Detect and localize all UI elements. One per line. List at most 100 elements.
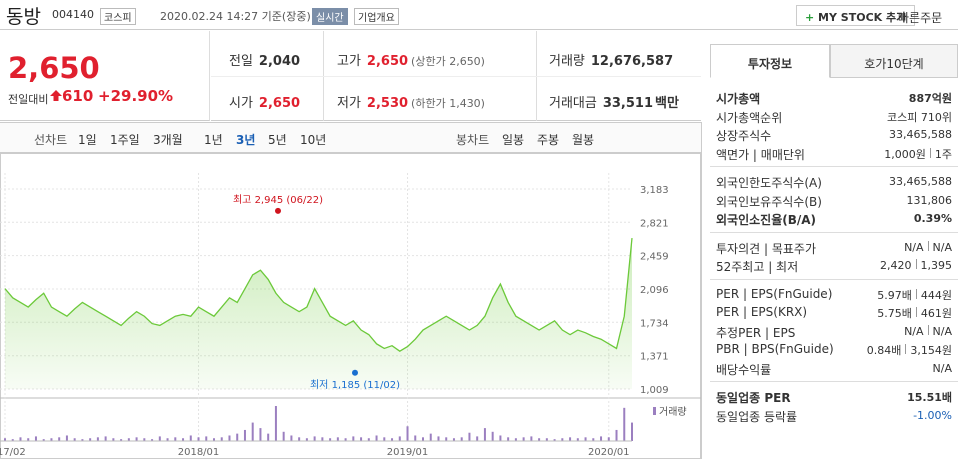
volume-bar [476, 436, 479, 441]
volume-bar [19, 437, 22, 441]
volume-bar [391, 438, 394, 441]
x-tick-label: 2017/02 [0, 447, 26, 458]
info-value-part: -1.00% [913, 408, 952, 422]
volume-bar [460, 437, 463, 441]
value-sep [915, 259, 917, 269]
volume-bar [406, 426, 409, 441]
volume-bar [522, 437, 525, 441]
volume-bar [569, 437, 572, 441]
datetime: 2020.02.24 14:27 기준(장중) [160, 10, 311, 23]
period-tab[interactable]: 1일 [78, 133, 97, 147]
volume-label: 거래량 [659, 406, 687, 418]
volume-bar [344, 438, 347, 441]
overview-button[interactable]: 기업개요 [354, 8, 399, 25]
info-label: 외국인보유주식수(B) [716, 194, 822, 209]
volume-bar [259, 428, 262, 441]
volume-bar [182, 438, 185, 441]
volume-bar [422, 437, 424, 441]
volume-bar [96, 437, 99, 441]
info-label: 상장주식수 [716, 129, 772, 143]
summary-cell: 전일 2,040 [229, 50, 300, 69]
period-tab[interactable]: 10년 [300, 133, 327, 147]
stock-code: 004140 [52, 8, 94, 21]
volume-bar [135, 437, 138, 441]
volume-bar [89, 438, 92, 441]
summary: 전일 2,040 고가 2,650 (상한가 2,650) 거래량 12,676,587 시가… [211, 31, 701, 121]
y-tick-label: 2,821 [640, 218, 669, 229]
candle-tab[interactable]: 주봉 [537, 133, 560, 147]
volume-bar [538, 438, 541, 441]
volume-bar [545, 438, 548, 441]
separator [710, 381, 958, 382]
volume-bar [58, 437, 61, 441]
info-value: 코스피 710위 [887, 109, 952, 125]
mystock-button[interactable]: + MY STOCK 추가 [796, 5, 916, 26]
area-fill [5, 238, 632, 389]
candle-tab[interactable]: 월봉 [572, 133, 595, 147]
info-row: 상장주식수 33,465,588 [716, 127, 952, 145]
volume-bar [158, 436, 161, 441]
info-row: 외국인소진율(B/A) 0.39% [716, 211, 952, 229]
period-tab[interactable]: 5년 [268, 133, 287, 147]
volume-bar [313, 436, 316, 441]
period-tab[interactable]: 1주일 [110, 133, 140, 147]
info-row: 동일업종 등락률 -1.00% [716, 408, 952, 426]
realtime-badge[interactable]: 실시간 [312, 8, 348, 25]
info-label: 외국인한도주식수(A) [716, 176, 822, 190]
period-tab[interactable]: 3개월 [153, 133, 183, 147]
info-value-part: N/A [932, 240, 952, 254]
info-value: 5.97배 444원 [877, 287, 952, 303]
x-tick-label: 2020/01 [588, 447, 630, 458]
info-row: 시가총액 887억원 [716, 90, 952, 108]
info-value: 33,465,588 [889, 174, 952, 188]
volume-bar [468, 432, 471, 441]
info-value: 2,420 1,395 [880, 258, 952, 272]
info-value: N/A [933, 361, 952, 375]
volume-bar [576, 438, 579, 441]
y-tick-label: 1,734 [640, 318, 669, 329]
period-tab[interactable]: 3년 [236, 133, 256, 147]
stock-name: 동방 [6, 6, 41, 28]
low-marker [352, 369, 358, 376]
change-rate: +29.90% [98, 87, 174, 105]
info-value: 887억원 [909, 90, 952, 106]
summary-cell: 거래대금 33,511 백만 [549, 92, 679, 111]
info-row: PBR | BPS(FnGuide) 0.84배 3,154원 [716, 342, 952, 360]
info-row: 동일업종 PER 15.51배 [716, 389, 952, 407]
info-value-part: 5.97배 [877, 288, 912, 302]
info-value-part: 33,465,588 [889, 175, 952, 188]
volume-bar [414, 435, 417, 441]
info-row: 외국인보유주식수(B) 131,806 [716, 193, 952, 211]
candle-tab[interactable]: 일봉 [502, 133, 525, 147]
summary-label: 거래량 [549, 54, 585, 69]
volume-bar [220, 437, 223, 441]
info-row: 배당수익률 N/A [716, 361, 952, 379]
side-tab[interactable]: 투자정보 [710, 44, 830, 78]
summary-note: (상한가 2,650) [411, 55, 485, 68]
chart: 1,009 1,371 1,734 2,096 2,459 2,821 3,183 2017/… [0, 153, 701, 459]
side-tab[interactable]: 호가10단계 [830, 44, 958, 78]
high-label: 최고 2,945 (06/22) [233, 194, 323, 206]
volume-bar [561, 438, 564, 441]
period-tab[interactable]: 1년 [204, 133, 223, 147]
value-sep [915, 288, 917, 299]
volume-bar [367, 438, 370, 441]
price-line [4, 237, 633, 352]
info-row: 투자의견 | 목표주가 N/A N/A [716, 240, 952, 258]
volume-bar [251, 422, 254, 441]
separator [710, 278, 958, 280]
volume-bar [491, 431, 494, 441]
summary-cell: 고가 2,650 (상한가 2,650) [337, 50, 485, 69]
y-tick-label: 1,009 [640, 385, 669, 396]
info-row: 52주최고 | 최저 2,420 1,395 [716, 258, 952, 276]
info-value: 1,000원 1주 [884, 146, 952, 162]
volume-bar [607, 437, 610, 441]
volume-bar [360, 437, 363, 441]
info-label: 추정PER | EPS [716, 325, 796, 340]
info-value: 131,806 [907, 193, 953, 207]
summary-note: (하한가 1,430) [411, 97, 485, 110]
summary-label: 시가 [229, 96, 253, 111]
info-value-part: 0.39% [913, 212, 952, 225]
quick-order[interactable]: 빠른주문 [898, 11, 943, 25]
volume-bar [499, 435, 502, 441]
